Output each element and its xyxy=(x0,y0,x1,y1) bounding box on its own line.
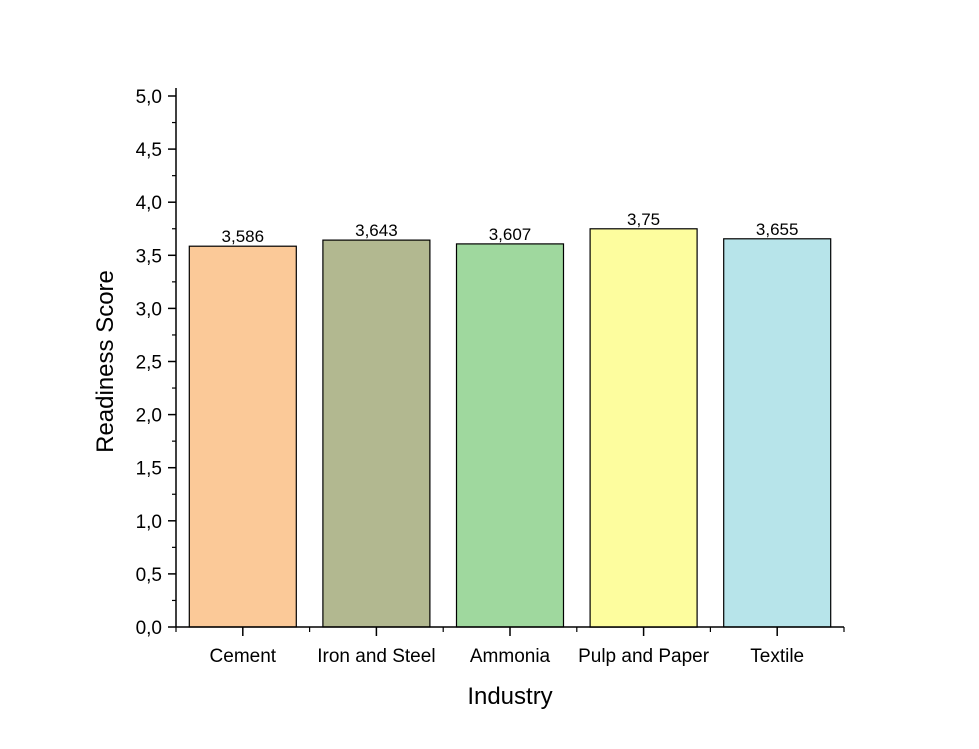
y-tick-label: 2,5 xyxy=(136,353,162,374)
y-tick-label: 2,0 xyxy=(136,406,162,427)
x-tick-label: Pulp and Paper xyxy=(578,646,710,667)
x-tick-label: Textile xyxy=(750,646,804,667)
y-tick-label: 0,0 xyxy=(136,618,162,639)
bar-pulp-and-paper xyxy=(589,228,698,628)
y-tick-label: 3,5 xyxy=(136,246,162,267)
data-label: 3,655 xyxy=(756,220,799,239)
x-axis-title: Industry xyxy=(467,683,552,710)
y-tick-label: 3,0 xyxy=(136,299,162,320)
data-labels-group: 3,586 3,643 3,607 3,75 3,655 xyxy=(222,210,799,246)
data-label: 3,75 xyxy=(627,210,660,229)
bar-cement xyxy=(188,245,297,628)
y-tick-label: 4,5 xyxy=(136,140,162,161)
data-label: 3,586 xyxy=(222,227,265,246)
y-tick-label: 1,5 xyxy=(136,459,162,480)
x-axis: Cement Iron and Steel Ammonia Pulp and Pape… xyxy=(175,626,845,667)
y-tick-label: 4,0 xyxy=(136,193,162,214)
y-tick-label: 5,0 xyxy=(136,87,162,108)
bar-iron-and-steel xyxy=(322,239,431,628)
bar-ammonia xyxy=(455,243,565,628)
bars-group xyxy=(188,228,832,628)
y-tick-label: 0,5 xyxy=(136,565,162,586)
data-label: 3,607 xyxy=(489,225,532,244)
y-axis-title: Readiness Score xyxy=(92,270,119,453)
x-tick-label: Ammonia xyxy=(470,646,551,667)
x-tick-label: Iron and Steel xyxy=(317,646,435,667)
data-label: 3,643 xyxy=(355,221,398,240)
x-tick-label: Cement xyxy=(210,646,277,667)
y-tick-label: 1,0 xyxy=(136,512,162,533)
bar-textile xyxy=(723,238,832,628)
y-axis: 0,0 0,5 1,0 1,5 2,0 2,5 3,0 3,5 4,0 4,5 5,0 xyxy=(136,87,177,639)
